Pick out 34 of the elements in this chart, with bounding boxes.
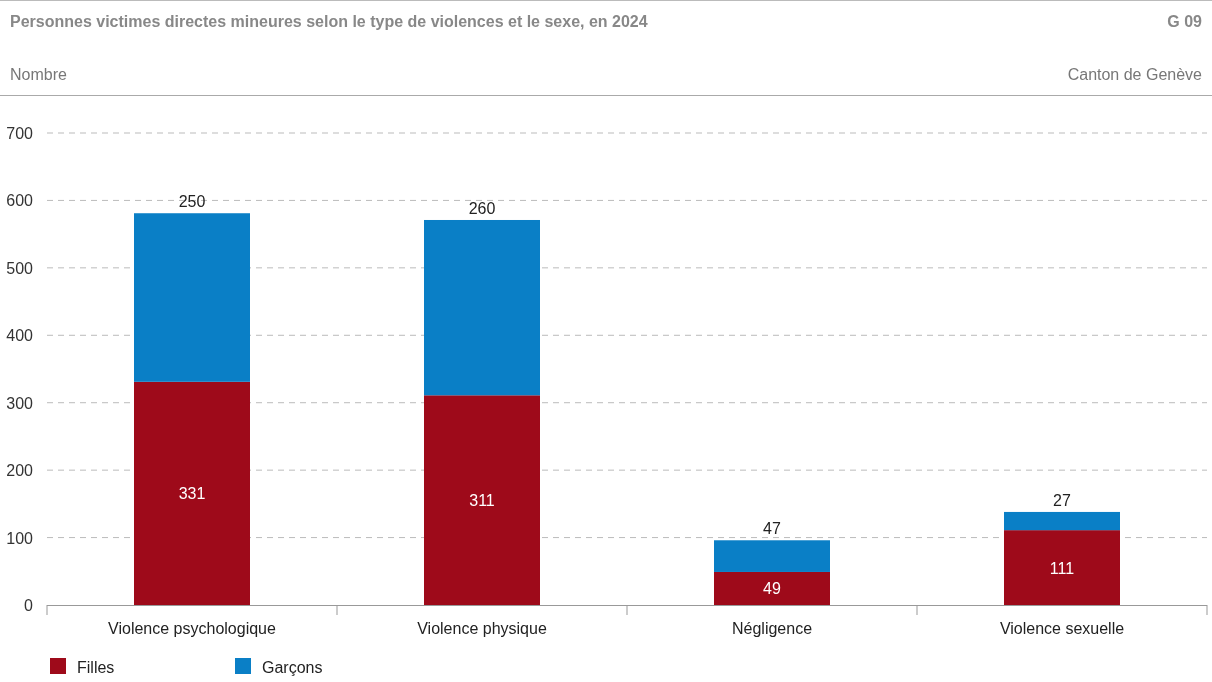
data-label: 250 (178, 193, 206, 211)
y-tick-label: 0 (24, 597, 34, 614)
text: G 09 (1167, 13, 1203, 30)
bar (714, 540, 830, 572)
chart-title: Personnes victimes directes mineures selon le type de violences et le sexe, en 2024 (10, 13, 648, 30)
bar (1004, 511, 1120, 531)
bar (424, 395, 540, 605)
y-tick-label: 500 (6, 259, 34, 277)
legend-label: Filles (77, 659, 115, 676)
data-label: 27 (1053, 491, 1071, 509)
data-label: 111 (1049, 559, 1075, 577)
bar (1004, 530, 1120, 605)
data-label: 311 (469, 492, 495, 510)
data-label: 49 (763, 580, 781, 598)
legend-label: Garçons (262, 659, 323, 676)
text: Canton de Genève (1067, 66, 1203, 83)
y-tick-label: 300 (6, 394, 34, 412)
data-label: 260 (468, 199, 496, 217)
y-tick-label: 200 (6, 462, 34, 480)
y-tick-label: 700 (6, 125, 34, 142)
y-tick-label: 100 (6, 529, 34, 547)
data-label: 331 (178, 485, 206, 503)
bar (134, 381, 250, 605)
y-tick-label: 600 (6, 192, 34, 210)
bar (134, 213, 250, 382)
y-tick-label: 400 (6, 327, 34, 345)
bar (424, 219, 540, 396)
y-axis-title: Nombre (10, 66, 68, 83)
data-label: 47 (763, 520, 781, 538)
x-tick-label: Violence sexuelle (999, 620, 1125, 637)
x-tick-label: Violence physique (417, 620, 547, 637)
x-tick-label: Négligence (731, 620, 813, 637)
bar (714, 571, 830, 605)
x-tick-label: Violence psychologique (108, 620, 277, 637)
